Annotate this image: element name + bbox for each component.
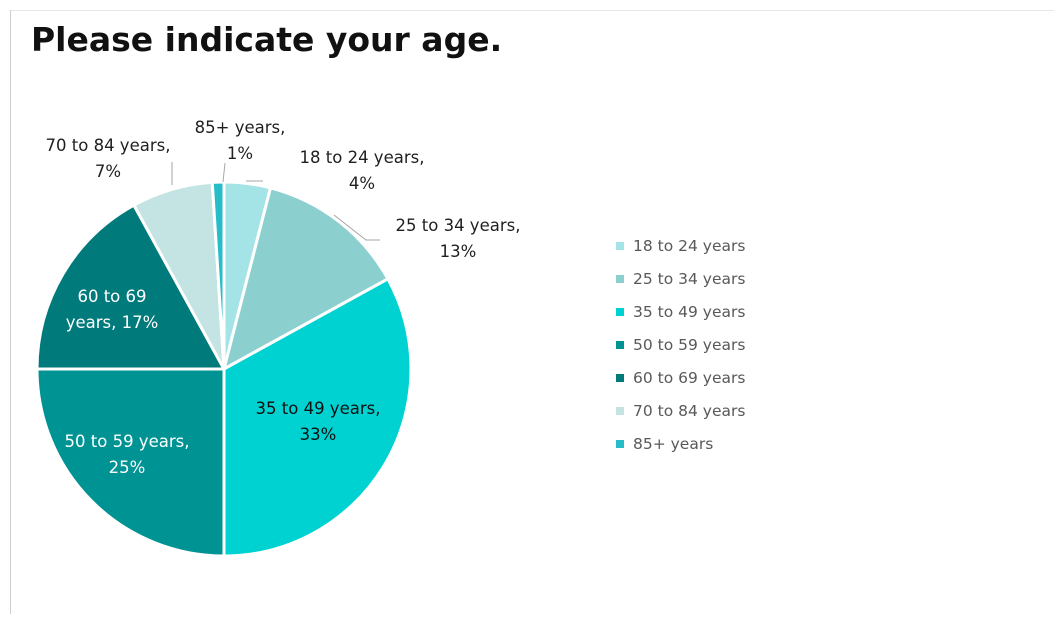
leader-line-25-to-34-years [333,214,380,241]
chart-border-left [10,10,11,614]
legend-item-18-to-24-years[interactable]: 18 to 24 years [616,229,745,262]
data-label-85plus-years-percent: 1% [227,144,253,163]
legend-item-35-to-49-years[interactable]: 35 to 49 years [616,295,745,328]
leader-line-85plus-years [222,162,226,183]
data-label-50-to-59-years-category: 50 to 59 years, [65,432,190,451]
pie-slice-25-to-34-years[interactable] [222,186,390,371]
legend-swatch [616,340,624,349]
data-label-35-to-49-years-category: 35 to 49 years, [256,399,381,418]
legend-swatch [616,241,624,250]
legend-label: 60 to 69 years [633,368,746,387]
chart-border-top [10,10,1054,11]
data-label-35-to-49-years-percent: 33% [300,425,337,444]
legend-item-60-to-69-years[interactable]: 60 to 69 years [616,361,745,394]
legend-item-85plus-years[interactable]: 85+ years [616,427,745,460]
legend-label: 35 to 49 years [633,302,746,321]
legend-label: 25 to 34 years [633,269,746,288]
legend-swatch [616,439,624,448]
legend-swatch [616,274,624,283]
data-label-25-to-34-years-category: 25 to 34 years, [396,216,521,235]
data-label-70-to-84-years-percent: 7% [95,162,121,181]
data-label-18-to-24-years-percent: 4% [349,174,375,193]
pie-slice-35-to-49-years[interactable] [222,277,413,558]
data-label-70-to-84-years-category: 70 to 84 years, [46,136,171,155]
legend-label: 85+ years [633,434,714,453]
legend-label: 18 to 24 years [633,236,746,255]
data-label-60-to-69-years-percent: years, 17% [66,313,159,332]
pie-slice-50-to-59-years[interactable] [35,367,226,558]
data-label-60-to-69-years-category: 60 to 69 [77,287,146,306]
legend-item-50-to-59-years[interactable]: 50 to 59 years [616,328,745,361]
legend-item-25-to-34-years[interactable]: 25 to 34 years [616,262,745,295]
chart-legend: 18 to 24 years 25 to 34 years 35 to 49 yea… [616,229,745,460]
legend-swatch [616,406,624,415]
data-label-85plus-years-category: 85+ years, [195,118,286,137]
legend-label: 50 to 59 years [633,335,746,354]
pie-slice-60-to-69-years[interactable] [35,203,226,371]
legend-swatch [616,307,624,316]
legend-item-70-to-84-years[interactable]: 70 to 84 years [616,394,745,427]
pie-slice-85plus-years[interactable] [210,180,226,371]
legend-swatch [616,373,624,382]
data-label-18-to-24-years-category: 18 to 24 years, [300,148,425,167]
data-label-25-to-34-years-percent: 13% [440,242,477,261]
data-label-50-to-59-years-percent: 25% [109,458,146,477]
legend-label: 70 to 84 years [633,401,746,420]
chart-title: Please indicate your age. [31,20,503,59]
